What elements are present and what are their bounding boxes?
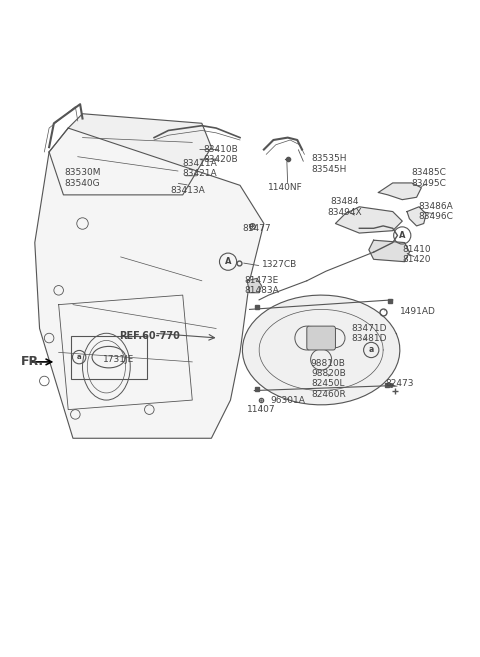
Text: REF.60-770: REF.60-770 [119, 330, 180, 341]
Text: 83485C
83495C: 83485C 83495C [411, 168, 446, 188]
Text: a: a [77, 354, 82, 360]
Text: 83410B
83420B: 83410B 83420B [204, 145, 238, 164]
Text: 83471D
83481D: 83471D 83481D [351, 323, 386, 343]
Text: 83486A
83496C: 83486A 83496C [418, 202, 453, 221]
Text: 81473E
81483A: 81473E 81483A [244, 276, 279, 295]
Text: 1327CB: 1327CB [262, 260, 297, 269]
Polygon shape [407, 207, 426, 226]
Text: A: A [399, 231, 406, 240]
Text: 83484
83494X: 83484 83494X [328, 197, 362, 217]
Text: 83530M
83540G: 83530M 83540G [64, 168, 101, 188]
Text: 11407: 11407 [247, 405, 276, 414]
Text: 81410
81420: 81410 81420 [402, 245, 431, 264]
Text: 82473: 82473 [385, 379, 414, 388]
Polygon shape [336, 207, 402, 233]
Text: 1731JE: 1731JE [103, 355, 134, 364]
Text: a: a [369, 346, 374, 355]
Text: 98810B
98820B
82450L
82460R: 98810B 98820B 82450L 82460R [311, 359, 346, 399]
Polygon shape [247, 279, 262, 293]
Text: 1140NF: 1140NF [268, 183, 303, 193]
Text: 83411A
83421A: 83411A 83421A [182, 159, 217, 178]
Text: 83535H
83545H: 83535H 83545H [312, 154, 347, 173]
Text: FR.: FR. [21, 355, 44, 369]
Text: 81477: 81477 [242, 224, 271, 233]
Text: 1491AD: 1491AD [400, 307, 436, 316]
Polygon shape [35, 128, 264, 438]
Text: 83413A: 83413A [170, 186, 205, 194]
Polygon shape [378, 183, 421, 200]
Polygon shape [242, 295, 400, 405]
FancyBboxPatch shape [307, 326, 336, 350]
Text: 96301A: 96301A [270, 396, 305, 405]
Polygon shape [49, 114, 211, 195]
Text: A: A [225, 257, 231, 266]
Polygon shape [369, 240, 409, 261]
